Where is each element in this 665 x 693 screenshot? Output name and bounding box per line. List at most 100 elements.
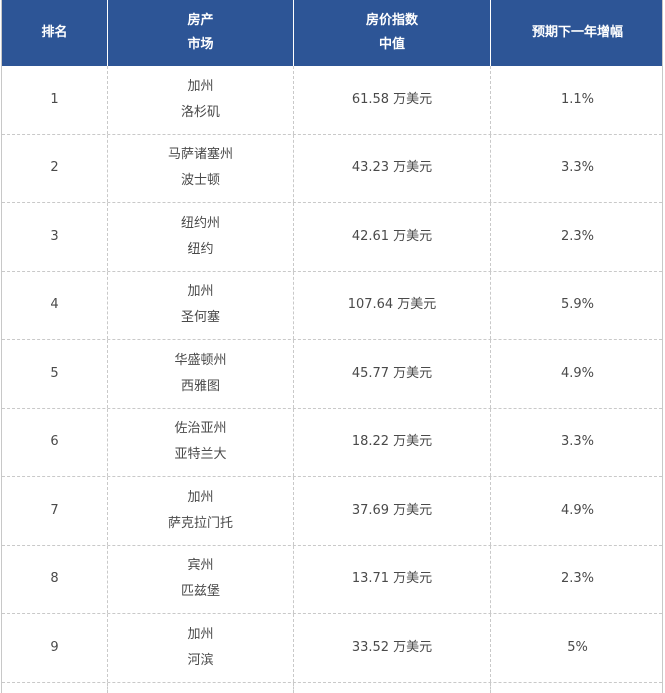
- growth-cell: 3.3%: [491, 409, 664, 477]
- market-cell: 宾州 匹兹堡: [108, 545, 294, 613]
- rank-cell: 1: [2, 66, 108, 134]
- rank-cell: 5: [2, 340, 108, 408]
- header-market: 房产 市场: [108, 0, 294, 66]
- city-name: 萨克拉门托: [167, 515, 233, 531]
- growth-cell: 5.9%: [491, 272, 664, 340]
- growth-value: 1.1%: [560, 91, 595, 107]
- growth-cell: 4.9%: [491, 340, 664, 408]
- header-market-line2: 市场: [187, 37, 214, 52]
- price-cell: 107.64 万美元: [294, 271, 491, 339]
- city-name: 亚特兰大: [174, 447, 227, 463]
- market-cell: 加州 河滨: [108, 614, 294, 682]
- rank-value: 7: [50, 502, 59, 518]
- growth-cell: 2.3%: [491, 546, 664, 614]
- table-row: 3 纽约州纽约 42.61 万美元 2.3%: [2, 203, 662, 272]
- header-median-price: 房价指数 中值: [294, 0, 491, 66]
- table-row: 2 马萨诸塞州波士顿 43.23 万美元 3.3%: [2, 134, 664, 203]
- state-name: 加州: [187, 489, 214, 505]
- state-name: 马萨诸塞州: [167, 147, 233, 163]
- state-name: 加州: [187, 626, 214, 642]
- rank-value: 1: [50, 91, 59, 107]
- state-name: 纽约州: [180, 215, 220, 231]
- city-name: 洛杉矶: [180, 104, 220, 120]
- city-name: 波士顿: [180, 173, 220, 189]
- rank-value: 9: [50, 639, 59, 655]
- partial-cell: [491, 683, 664, 693]
- growth-value: 5.9%: [560, 297, 595, 313]
- growth-cell: 2.3%: [491, 203, 664, 271]
- header-price-line1: 房价指数: [365, 13, 418, 28]
- price-value: 42.61 万美元: [351, 228, 433, 244]
- price-cell: 37.69 万美元: [294, 477, 491, 545]
- rank-value: 6: [50, 434, 59, 450]
- rank-cell: 2: [2, 134, 108, 202]
- header-rank: 排名: [2, 0, 108, 66]
- partial-cell: [108, 682, 294, 693]
- city-name: 匹兹堡: [180, 584, 220, 600]
- city-name: 圣何塞: [180, 310, 220, 326]
- rank-value: 5: [50, 365, 59, 381]
- price-value: 61.58 万美元: [351, 91, 433, 107]
- growth-value: 4.9%: [560, 502, 595, 518]
- header-growth-label: 预期下一年增幅: [531, 25, 623, 40]
- state-name: 华盛顿州: [174, 352, 227, 368]
- market-cell: 加州 圣何塞: [108, 271, 294, 339]
- market-cell: 纽约州 纽约: [108, 203, 294, 271]
- market-cell: 加州 洛杉矶: [108, 66, 294, 134]
- header-price-line2: 中值: [378, 37, 405, 52]
- market-cell: 华盛顿州 西雅图: [108, 340, 294, 408]
- growth-value: 3.3%: [560, 434, 595, 450]
- price-value: 43.23 万美元: [351, 160, 433, 176]
- city-name: 河滨: [187, 652, 214, 668]
- rank-cell: 9: [2, 614, 108, 682]
- rank-cell: 4: [2, 271, 108, 339]
- growth-cell: 5%: [491, 614, 664, 682]
- rank-cell: 6: [2, 408, 108, 476]
- rank-cell: 3: [2, 203, 108, 271]
- price-cell: 18.22 万美元: [294, 408, 491, 476]
- market-cell: 加州 萨克拉门托: [108, 477, 294, 545]
- price-cell: 13.71 万美元: [294, 545, 491, 613]
- table-row: 9 加州河滨 33.52 万美元 5%: [2, 614, 662, 683]
- price-value: 45.77 万美元: [351, 365, 433, 381]
- growth-value: 4.9%: [560, 365, 595, 381]
- header-rank-label: 排名: [41, 25, 68, 40]
- table-row: 6 佐治亚州亚特兰大 18.22 万美元 3.3%: [2, 408, 664, 477]
- rank-value: 8: [50, 571, 59, 587]
- header-growth: 预期下一年增幅: [491, 0, 664, 66]
- market-cell: 佐治亚州 亚特兰大: [108, 408, 294, 476]
- header-market-line1: 房产: [187, 13, 214, 28]
- partial-cell: [294, 682, 491, 693]
- growth-cell: 3.3%: [491, 135, 664, 203]
- growth-value: 2.3%: [560, 571, 595, 587]
- market-cell: 马萨诸塞州 波士顿: [108, 134, 294, 202]
- growth-value: 5%: [567, 639, 588, 655]
- table-row: 7 加州萨克拉门托 37.69 万美元 4.9%: [2, 477, 662, 546]
- price-cell: 45.77 万美元: [294, 340, 491, 408]
- table-row: 4 加州圣何塞 107.64 万美元 5.9%: [2, 271, 664, 340]
- rank-cell: 7: [2, 477, 108, 545]
- price-value: 33.52 万美元: [351, 639, 433, 655]
- table-row: 8 宾州匹兹堡 13.71 万美元 2.3%: [2, 545, 664, 614]
- growth-value: 3.3%: [560, 160, 595, 176]
- state-name: 佐治亚州: [174, 421, 227, 437]
- price-value: 13.71 万美元: [351, 571, 433, 587]
- price-value: 18.22 万美元: [351, 434, 433, 450]
- price-cell: 43.23 万美元: [294, 134, 491, 202]
- rank-value: 2: [50, 160, 59, 176]
- price-cell: 42.61 万美元: [294, 203, 491, 271]
- state-name: 加州: [187, 78, 214, 94]
- rank-cell: 8: [2, 545, 108, 613]
- table-row: 5 华盛顿州西雅图 45.77 万美元 4.9%: [2, 340, 662, 409]
- price-cell: 61.58 万美元: [294, 66, 491, 134]
- table-header-row: 排名 房产 市场 房价指数 中值 预期下一年增幅: [2, 0, 662, 66]
- state-name: 宾州: [187, 558, 214, 574]
- state-name: 加州: [187, 284, 214, 300]
- growth-cell: 4.9%: [491, 477, 664, 545]
- table-row-partial: [2, 682, 664, 693]
- city-name: 纽约: [187, 241, 214, 257]
- rank-value: 4: [50, 297, 59, 313]
- city-name: 西雅图: [180, 378, 220, 394]
- rank-value: 3: [50, 228, 59, 244]
